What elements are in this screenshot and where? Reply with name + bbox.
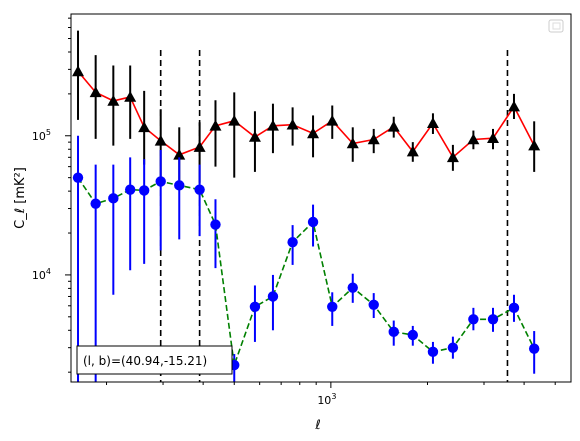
triangle-marker [209, 119, 222, 131]
y-tick-exponent: 5 [46, 128, 51, 137]
circle-marker [267, 291, 279, 302]
plot-area [71, 14, 571, 382]
triangle-marker [193, 141, 206, 152]
circle-marker [388, 326, 399, 338]
circle-marker [124, 184, 136, 195]
triangle-marker [138, 121, 151, 133]
triangle-marker [426, 117, 439, 129]
triangle-marker [486, 132, 499, 144]
triangle-marker [367, 133, 380, 145]
plot-frame [70, 13, 572, 383]
annotation-box [76, 345, 233, 375]
circle-marker [287, 236, 298, 248]
circle-marker [487, 314, 499, 325]
y-tick-exponent: 4 [46, 267, 51, 276]
circle-marker [249, 301, 261, 313]
triangle-marker [266, 119, 279, 131]
triangle-marker [528, 139, 541, 151]
circle-marker [468, 314, 479, 325]
triangle-marker [173, 148, 186, 160]
triangle-marker [507, 100, 520, 112]
x-tick-exponent: 3 [331, 392, 336, 401]
triangle-marker [89, 86, 102, 98]
triangle-marker [72, 65, 85, 77]
triangle-marker [406, 145, 419, 157]
circle-marker [210, 219, 221, 230]
circle-marker [528, 343, 540, 354]
legend-box [548, 19, 564, 33]
triangle-marker [228, 114, 241, 126]
legend-handle [552, 22, 561, 30]
triangle-marker [154, 134, 167, 146]
circle-marker [194, 184, 205, 195]
triangle-marker [107, 94, 120, 106]
x-axis-label: ℓ [314, 418, 320, 433]
circle-marker [368, 299, 379, 310]
triangle-marker [248, 130, 261, 142]
circle-marker [90, 198, 101, 209]
vertical-reference-lines [159, 50, 509, 382]
circle-marker [447, 342, 459, 353]
triangle-marker [467, 133, 480, 145]
circle-marker [407, 329, 418, 341]
triangle-marker [307, 127, 320, 139]
circle-marker [138, 185, 150, 196]
triangle-marker [446, 151, 459, 163]
triangle-marker [124, 90, 137, 102]
triangle-marker [326, 114, 339, 126]
circle-marker [72, 172, 84, 183]
triangle-marker [346, 137, 359, 149]
circle-marker [155, 176, 166, 187]
circle-marker [427, 346, 439, 358]
circle-marker [347, 282, 358, 293]
circle-marker [307, 216, 319, 228]
data-series-layer [72, 30, 541, 382]
annotation-text: (l, b)=(40.94,-15.21) [83, 354, 207, 368]
circle-marker [327, 301, 338, 313]
y-axis-label: C_ℓ [mK²] [13, 167, 28, 229]
triangle-marker [387, 120, 400, 132]
circle-marker [508, 302, 520, 314]
circle-marker [174, 180, 185, 191]
circle-marker [108, 193, 119, 204]
triangle-marker [286, 118, 299, 130]
